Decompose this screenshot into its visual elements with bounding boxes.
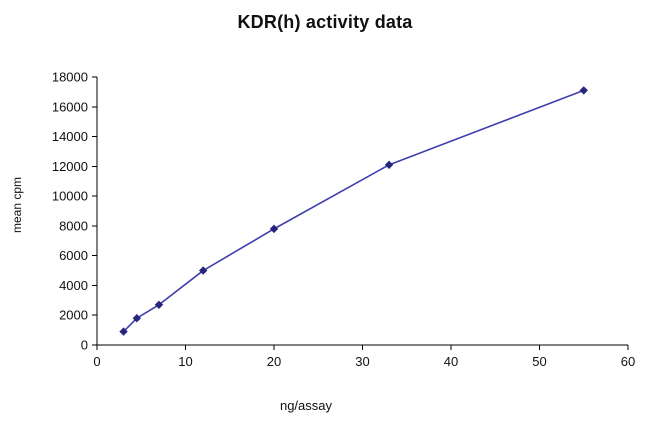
svg-text:8000: 8000 <box>59 218 88 233</box>
data-point-marker <box>199 266 208 275</box>
data-point-marker <box>579 86 588 95</box>
svg-text:0: 0 <box>81 338 88 353</box>
svg-text:0: 0 <box>93 354 100 369</box>
svg-text:10000: 10000 <box>52 189 88 204</box>
data-point-marker <box>132 314 142 323</box>
svg-text:10: 10 <box>178 354 192 369</box>
svg-text:40: 40 <box>444 354 458 369</box>
svg-text:30: 30 <box>355 354 369 369</box>
svg-text:6000: 6000 <box>59 248 88 263</box>
data-point-marker <box>154 300 164 309</box>
chart-title: KDR(h) activity data <box>237 12 413 32</box>
x-axis-label: ng/assay <box>279 398 333 413</box>
svg-text:20: 20 <box>267 354 281 369</box>
data-point-marker <box>119 327 128 336</box>
svg-text:12000: 12000 <box>52 159 88 174</box>
svg-text:50: 50 <box>532 354 546 369</box>
svg-text:4000: 4000 <box>59 278 88 293</box>
svg-text:16000: 16000 <box>52 99 88 114</box>
svg-text:18000: 18000 <box>52 70 88 85</box>
svg-text:60: 60 <box>621 354 635 369</box>
svg-text:14000: 14000 <box>52 129 88 144</box>
svg-text:2000: 2000 <box>59 308 88 323</box>
data-point-marker <box>269 224 279 234</box>
data-point-marker <box>384 160 394 170</box>
